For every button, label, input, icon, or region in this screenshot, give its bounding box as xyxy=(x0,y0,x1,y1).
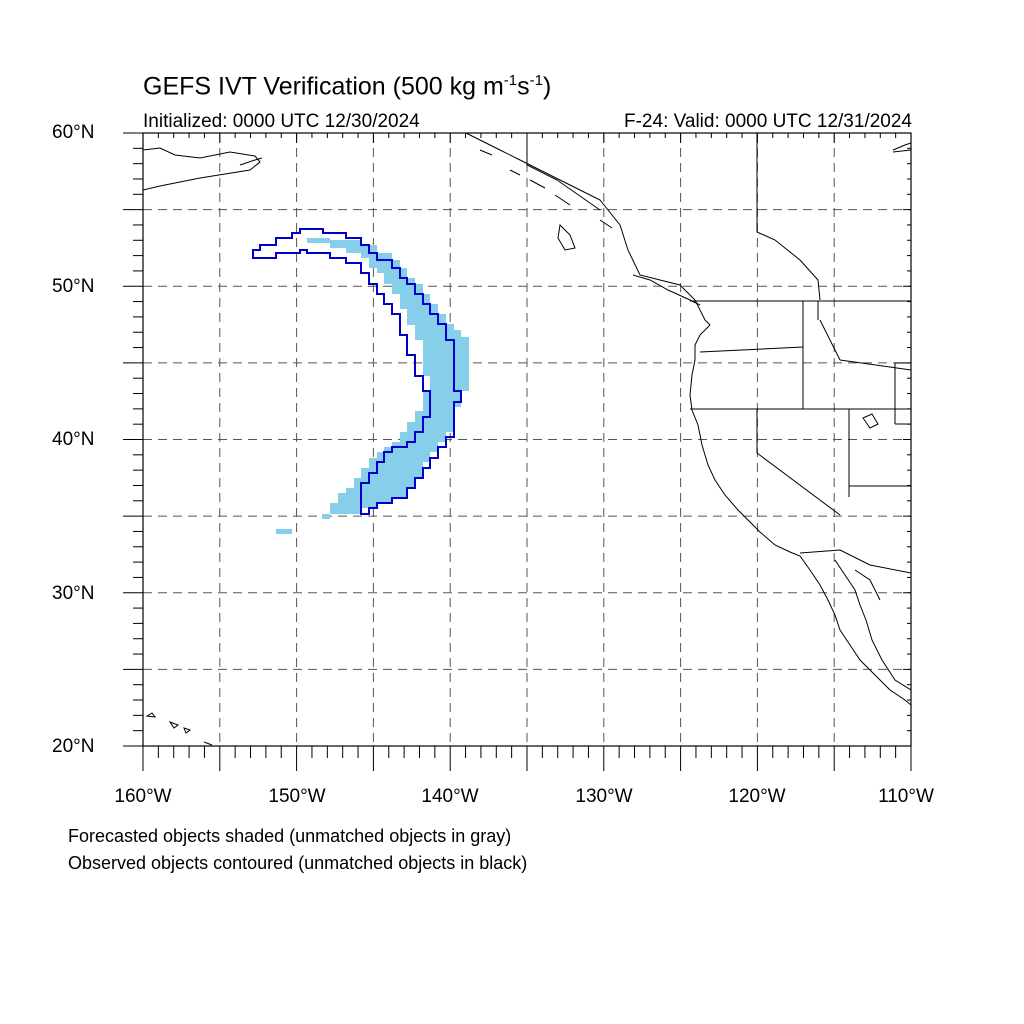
lon-label-160w: 160°W xyxy=(114,786,172,807)
initialized-time: Initialized: 0000 UTC 12/30/2024 xyxy=(143,111,420,132)
lon-label-140w: 140°W xyxy=(421,786,479,807)
axis-ticks xyxy=(123,132,912,771)
forecast-ivt-object xyxy=(276,238,469,534)
observed-legend-note: Observed objects contoured (unmatched ob… xyxy=(68,853,528,873)
valid-time: F-24: Valid: 0000 UTC 12/31/2024 xyxy=(624,111,912,132)
lat-label-30n: 30°N xyxy=(52,583,95,604)
lon-label-150w: 150°W xyxy=(268,786,326,807)
lat-label-40n: 40°N xyxy=(52,429,95,450)
lat-label-60n: 60°N xyxy=(52,122,95,143)
map-title: GEFS IVT Verification (500 kg m-1s-1) xyxy=(143,72,552,101)
observed-ivt-object xyxy=(252,228,462,515)
political-boundaries xyxy=(526,133,911,574)
lon-label-130w: 130°W xyxy=(575,786,633,807)
coastlines xyxy=(143,133,911,746)
lon-label-120w: 120°W xyxy=(728,786,786,807)
lon-label-110w: 110°W xyxy=(878,786,934,807)
lat-label-20n: 20°N xyxy=(52,736,95,757)
graticule xyxy=(143,133,911,746)
forecast-legend-note: Forecasted objects shaded (unmatched obj… xyxy=(68,826,512,846)
lat-label-50n: 50°N xyxy=(52,276,95,297)
